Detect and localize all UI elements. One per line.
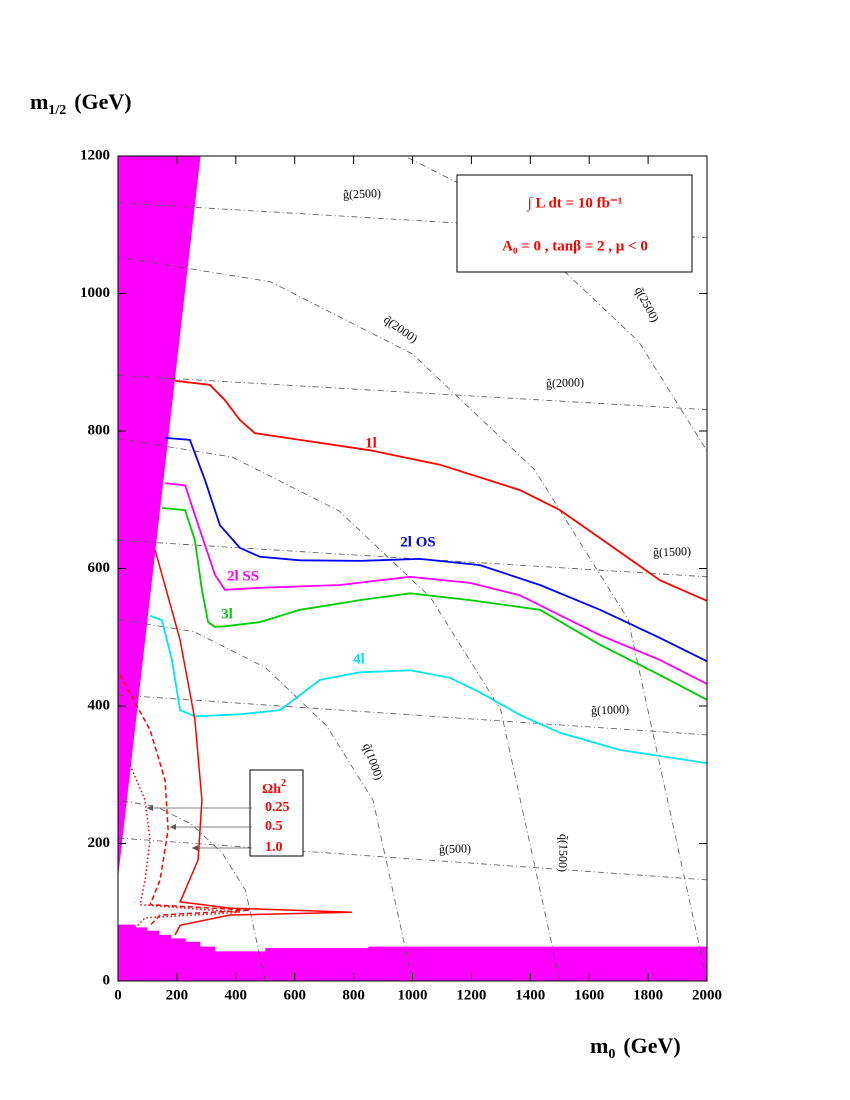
x-tick-label: 0 [114,987,122,1003]
mass-contour [118,837,707,881]
relic-curve [119,674,250,926]
series-label: 2l OS [400,534,435,550]
series-label: 3l [221,606,233,622]
x-axis-label: m0 (GeV) [590,1033,681,1062]
mass-contour [118,374,707,411]
x-tick-label: 1200 [456,987,486,1003]
info-text: ∫ L dt = 10 fb⁻¹ [527,195,623,211]
mass-contour [118,438,561,981]
info-text: A₀ = 0 , tanβ = 2 , μ < 0 [502,238,648,254]
excluded-region [118,924,707,981]
contour-label: g̃(2500) [343,186,381,201]
x-tick-label: 800 [342,987,365,1003]
mass-contour [118,202,707,239]
y-tick-label: 1200 [80,147,110,163]
reach-curve [161,507,707,701]
x-tick-label: 400 [225,987,248,1003]
series-label: 4l [353,651,365,667]
x-tick-label: 1800 [633,987,663,1003]
relic-curve [154,549,353,936]
relic-label: 0.25 [265,800,290,815]
relic-legend-title: Ωh2 [262,778,286,797]
contour-label: q̃(2500) [632,284,662,324]
x-tick-label: 200 [166,987,189,1003]
y-tick-label: 0 [103,972,111,988]
y-tick-label: 600 [88,560,111,576]
x-tick-label: 600 [283,987,306,1003]
mass-contour [118,256,707,981]
y-tick-label: 200 [88,835,111,851]
contour-label: q̃(1000) [360,741,386,781]
reach-curve [165,437,707,663]
mass-contour [118,619,413,981]
reach-curve [174,379,707,602]
relic-arrowhead [192,845,198,851]
y-tick-label: 400 [88,697,111,713]
x-tick-label: 2000 [692,987,722,1003]
y-tick-label: 800 [88,422,111,438]
contour-label: g̃(1000) [591,702,629,717]
relic-arrowhead [170,824,176,830]
series-label: 2l SS [227,568,259,584]
excluded-region [118,156,201,878]
relic-label: 1.0 [265,840,283,855]
plot-frame [117,155,708,982]
relic-arrowhead [147,805,153,811]
relic-label: 0.5 [265,819,283,834]
relic-curve [129,764,240,929]
y-axis-label: m1/2 (GeV) [30,89,132,118]
x-tick-label: 1000 [398,987,428,1003]
reach-curve [149,615,707,764]
contour-label: g̃(500) [439,841,471,856]
contour-label: q̃(1500) [556,834,571,872]
y-tick-label: 1000 [80,285,110,301]
mass-contour [118,694,707,736]
x-tick-label: 1400 [515,987,545,1003]
info-box [456,174,693,273]
contour-label: g̃(2000) [546,375,584,390]
x-tick-label: 1600 [574,987,604,1003]
reach-curve [165,482,707,685]
relic-legend-box [249,769,304,857]
contour-label: g̃(1500) [653,544,691,559]
mass-contour [118,799,266,981]
series-label: 1l [365,435,377,451]
